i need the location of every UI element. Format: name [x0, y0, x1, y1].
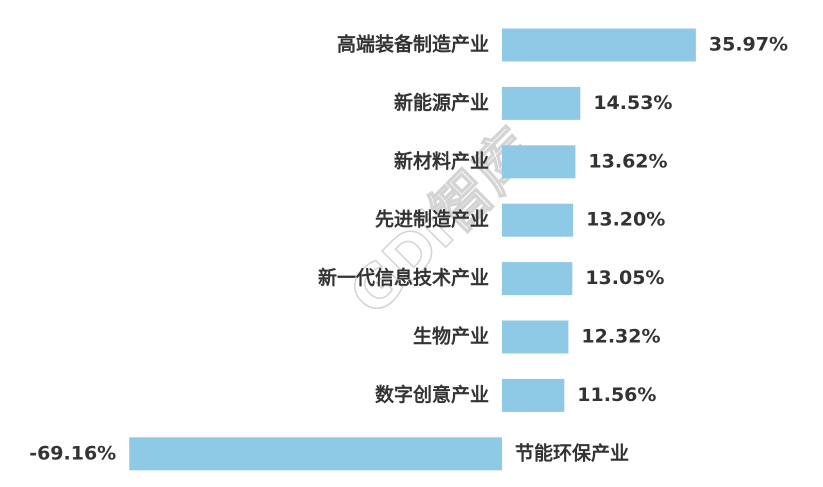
bar	[502, 86, 581, 120]
value-label: 13.62%	[588, 150, 667, 172]
value-label: 14.53%	[593, 92, 672, 114]
bar	[502, 262, 573, 296]
value-labels-group: 35.97% 14.53% 13.62% 13.20% 13.05% 12.32% 11.5…	[29, 34, 788, 465]
category-labels-group: 高端装备制造产业新能源产业新材料产业先进制造产业新一代信息技术产业生物产业数字创…	[318, 33, 629, 465]
category-label: 数字创意产业	[375, 383, 489, 406]
bar	[129, 437, 502, 471]
category-label: 生物产业	[413, 325, 489, 348]
category-label: 高端装备制造产业	[337, 33, 489, 56]
value-label: 13.20%	[586, 209, 665, 231]
category-label: 新材料产业	[394, 149, 489, 172]
value-label: 11.56%	[577, 384, 656, 406]
category-label: 新能源产业	[394, 91, 489, 114]
bar	[502, 378, 565, 412]
value-label: -69.16%	[29, 442, 116, 464]
bars-group	[129, 28, 696, 471]
value-label: 12.32%	[581, 326, 660, 348]
bar	[502, 320, 569, 354]
category-label: 新一代信息技术产业	[318, 266, 489, 289]
bar	[502, 145, 576, 179]
category-label: 节能环保产业	[515, 441, 629, 464]
bar	[502, 203, 574, 237]
category-label: 先进制造产业	[375, 208, 489, 231]
value-label: 35.97%	[709, 34, 788, 56]
value-label: 13.05%	[585, 267, 664, 289]
bar	[502, 28, 696, 62]
